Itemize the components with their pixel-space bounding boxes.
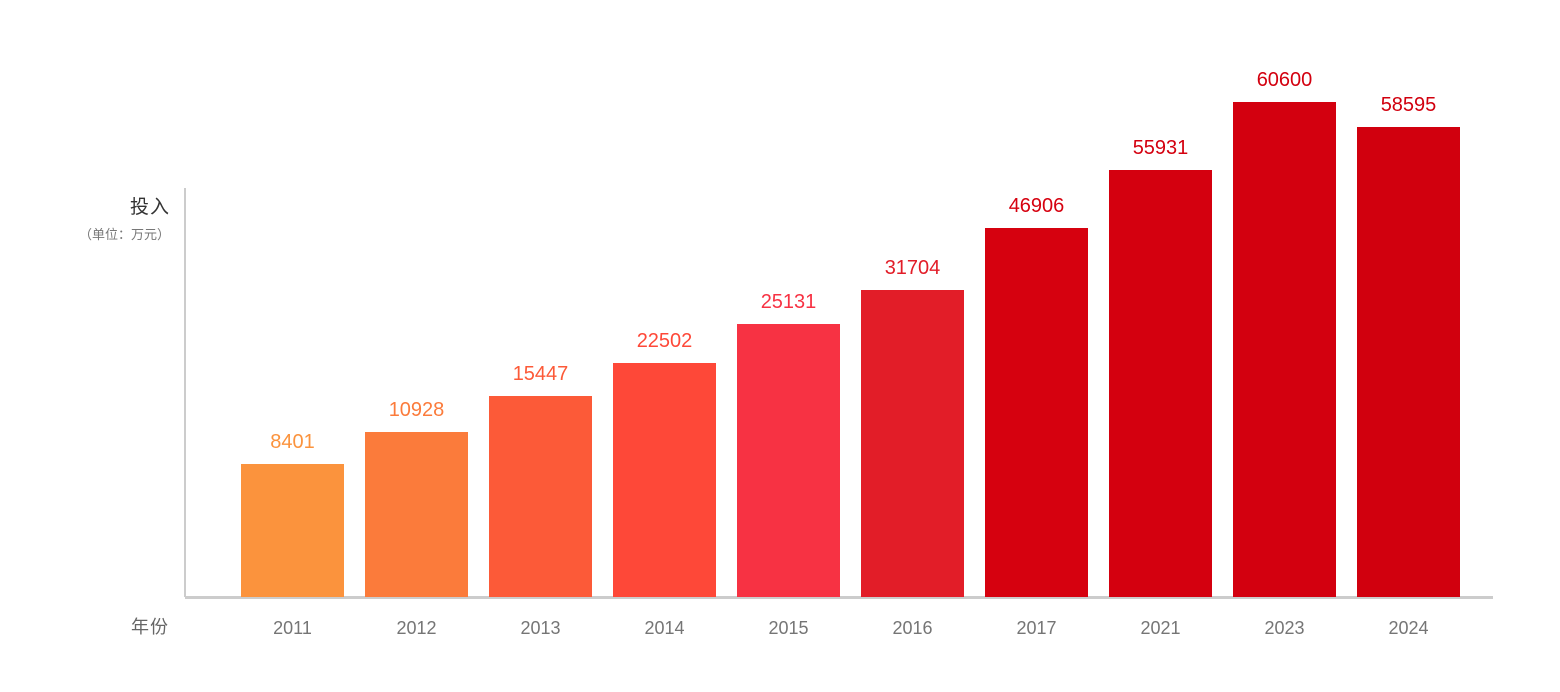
x-tick-label: 2017 [1016,618,1057,638]
bar-value-label: 8401 [270,431,315,453]
bar-value-label: 55931 [1132,137,1189,159]
y-axis-title: 投入 [129,197,170,218]
y-axis-line [184,188,186,597]
bar-value-label: 15447 [512,363,569,385]
x-axis-line [185,596,1493,599]
bar-group: 8401 2011 [241,80,344,638]
bar [861,290,964,597]
x-tick-label: 2021 [1140,618,1181,638]
bar-group: 55931 2021 [1109,80,1212,638]
bar-value-label: 60600 [1256,69,1313,91]
bar-group: 60600 2023 [1233,69,1336,638]
bar-value-label: 58595 [1380,94,1437,116]
x-tick-label: 2016 [892,618,933,638]
bar-group: 46906 2017 [985,80,1088,638]
bar [613,363,716,597]
bar [1357,127,1460,597]
bar [365,432,468,597]
x-tick-label: 2012 [396,618,437,638]
bar-value-label: 10928 [388,399,445,421]
bar [1233,102,1336,597]
x-tick-label: 2023 [1264,618,1305,638]
x-tick-label: 2014 [644,618,685,638]
y-axis-unit: （单位：万元） [78,227,170,242]
bar [737,324,840,597]
bar-group: 10928 2012 [365,80,468,638]
bar [1109,170,1212,597]
bar [489,396,592,597]
x-tick-label: 2013 [520,618,561,638]
bar-group: 58595 2024 [1357,80,1460,638]
x-tick-label: 2011 [273,618,312,638]
bar [241,464,344,597]
bar-value-label: 22502 [636,330,693,352]
bar-group: 25131 2015 [737,80,840,638]
y-axis-title-block: 投入 （单位：万元） [30,192,170,243]
x-tick-label: 2024 [1388,618,1429,638]
bar-group: 22502 2014 [613,80,716,638]
bar-value-label: 31704 [884,257,941,279]
bar-group: 15447 2013 [489,80,592,638]
x-tick-label: 2015 [768,618,809,638]
bar-value-label: 25131 [760,291,817,313]
bar-value-label: 46906 [1008,195,1065,217]
bars-row: 8401 2011 10928 2012 15447 2013 22502 2014 25131… [241,69,1460,638]
x-axis-title: 年份 [131,617,169,637]
bar [985,228,1088,597]
bar-group: 31704 2016 [861,80,964,638]
